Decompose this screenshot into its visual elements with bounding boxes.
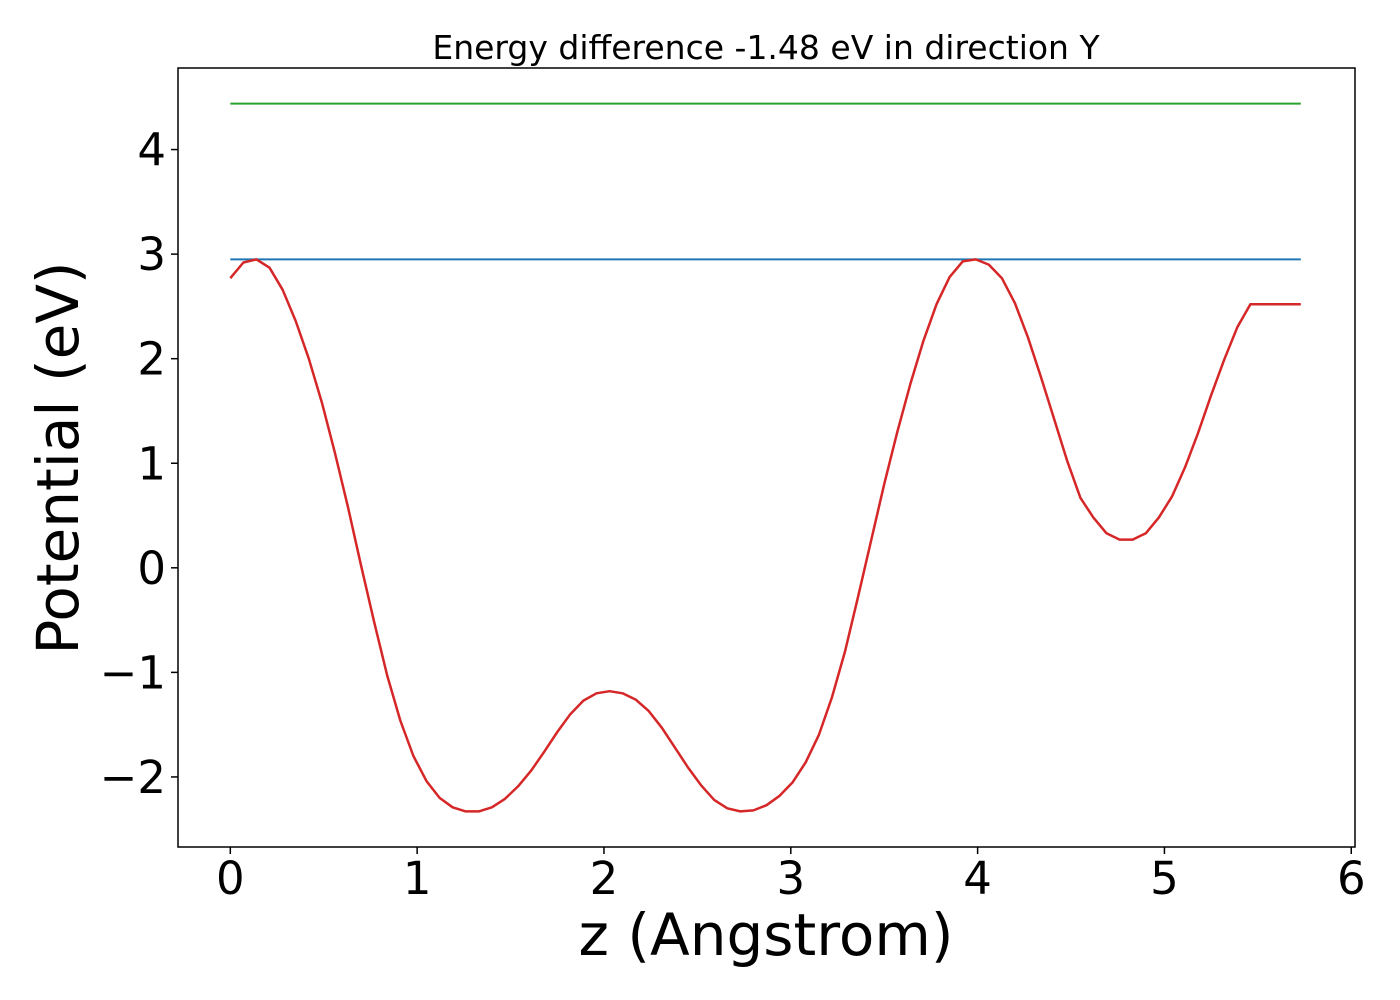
x-axis-label: z (Angstrom) <box>579 901 954 969</box>
x-tick-label: 5 <box>1150 852 1179 905</box>
chart-title: Energy difference -1.48 eV in direction … <box>432 28 1100 67</box>
x-tick-label: 0 <box>216 852 245 905</box>
x-tick-label: 3 <box>776 852 805 905</box>
y-tick-label: −1 <box>100 646 166 699</box>
y-axis-label: Potential (eV) <box>24 261 92 654</box>
y-tick-label: 2 <box>137 333 166 386</box>
y-tick-label: 3 <box>137 228 166 281</box>
y-tick-label: 0 <box>137 542 166 595</box>
x-tick-label: 2 <box>590 852 619 905</box>
x-tick-label: 4 <box>963 852 992 905</box>
y-axis: −2 −1 0 1 2 3 4 <box>100 124 178 804</box>
x-tick-label: 1 <box>403 852 432 905</box>
x-tick-label: 6 <box>1337 852 1366 905</box>
plot-frame <box>177 67 1356 848</box>
y-tick-label: −2 <box>100 751 166 804</box>
y-tick-label: 1 <box>137 437 166 490</box>
plot-lines <box>229 102 1301 813</box>
y-tick-label: 4 <box>137 124 166 177</box>
x-axis: 0 1 2 3 4 5 6 <box>216 847 1366 905</box>
potential-curve <box>229 258 1301 813</box>
